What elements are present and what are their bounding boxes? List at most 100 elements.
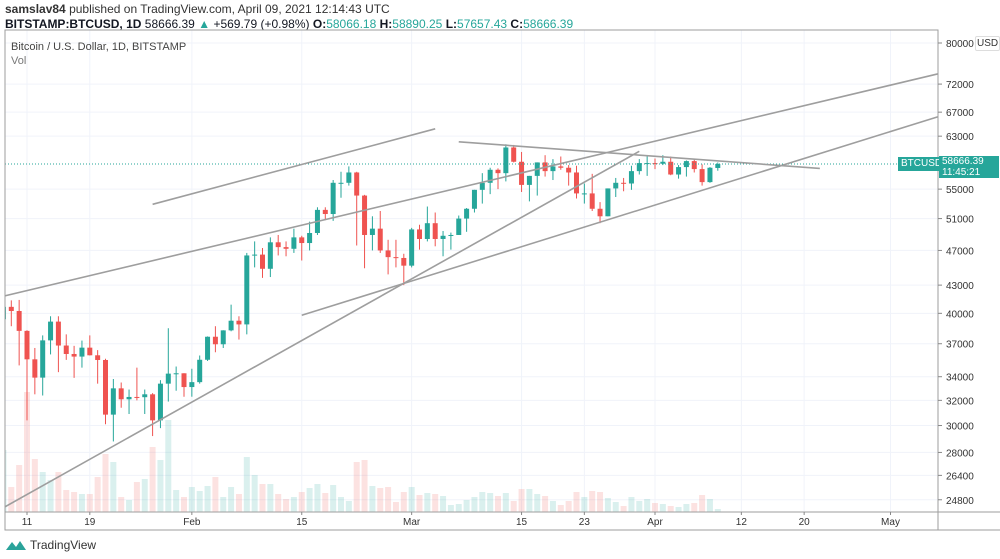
- volume-bar: [220, 497, 227, 512]
- candle-body: [660, 161, 666, 164]
- low-value: 57657.43: [457, 17, 508, 31]
- volume-label: Vol: [11, 55, 27, 67]
- candle-body: [165, 373, 171, 384]
- candle-body: [142, 394, 148, 398]
- price-tag: 58666.39 11:45:21: [939, 156, 999, 178]
- volume-bar: [455, 504, 462, 512]
- publish-info: samslav84 published on TradingView.com, …: [5, 2, 390, 16]
- volume-bar: [581, 497, 588, 512]
- candle-body: [307, 232, 313, 244]
- candle-body: [409, 229, 415, 266]
- candle-body: [362, 195, 368, 235]
- time-tick-label: 19: [84, 517, 96, 528]
- volume-bar: [157, 460, 164, 512]
- candle-body: [79, 347, 85, 357]
- volume-bar: [659, 504, 666, 512]
- volume-bar: [471, 497, 478, 512]
- trend-line: [301, 116, 938, 317]
- candle-body: [456, 218, 462, 235]
- volume-bar: [565, 501, 572, 512]
- volume-bar: [652, 503, 658, 512]
- close-value: 58666.39: [523, 17, 574, 31]
- candle-body: [432, 223, 438, 239]
- candle-body: [87, 347, 93, 356]
- volume-bar: [526, 489, 533, 512]
- volume-bar: [612, 502, 619, 512]
- candle-body: [118, 388, 124, 400]
- symbol: BITSTAMP:BTCUSD, 1D: [5, 17, 142, 31]
- volume-bar: [196, 491, 203, 512]
- candle-body: [566, 167, 572, 173]
- candle-body: [550, 166, 556, 172]
- candle-body: [299, 237, 305, 244]
- volume-bar: [314, 484, 321, 512]
- volume-bar: [706, 499, 713, 512]
- high-value: 58890.25: [392, 17, 443, 31]
- volume-bar: [699, 495, 706, 512]
- candle-body: [40, 340, 46, 378]
- candle-body: [173, 373, 179, 375]
- volume-bar: [518, 489, 525, 512]
- volume-bar: [604, 498, 611, 512]
- volume-bar: [275, 494, 282, 512]
- volume-bar: [573, 492, 580, 512]
- volume-bar: [495, 496, 501, 512]
- volume-bar: [63, 490, 70, 512]
- volume-bar: [432, 494, 439, 512]
- candle-body: [621, 182, 627, 184]
- candle-body: [377, 228, 383, 251]
- volume-bar: [345, 501, 352, 512]
- volume-bar: [361, 460, 368, 512]
- candle-body: [574, 172, 579, 194]
- tradingview-logo[interactable]: TradingView: [5, 538, 96, 552]
- volume-bar: [188, 487, 195, 512]
- price-tick-label: 30000: [946, 422, 974, 433]
- candle-body: [393, 257, 399, 259]
- price-tick-label: 55000: [946, 185, 974, 196]
- candle-body: [236, 320, 242, 325]
- volume-bar: [204, 486, 211, 512]
- price-tick-label: 24800: [946, 496, 974, 507]
- volume-bar: [542, 496, 549, 512]
- price-tick-label: 34000: [946, 373, 974, 384]
- candle-body: [275, 242, 281, 248]
- candle-body: [322, 209, 328, 215]
- candle-body: [283, 247, 289, 249]
- volume-bar: [149, 447, 156, 512]
- price-tag-value: 58666.39: [942, 156, 984, 167]
- candle-body: [181, 373, 187, 388]
- volume-bar: [628, 497, 635, 512]
- candle-body: [8, 306, 14, 311]
- chart-frame: [4, 29, 939, 531]
- volume-bar: [416, 495, 423, 512]
- candle-body: [354, 172, 360, 196]
- volume-bar: [298, 492, 305, 512]
- volume-bar: [133, 482, 140, 512]
- price-tick-label: 72000: [946, 80, 974, 91]
- candle-body: [424, 223, 430, 239]
- author[interactable]: samslav84: [5, 2, 66, 16]
- candle-body: [189, 382, 195, 388]
- volume-bar: [235, 494, 242, 512]
- volume-bar: [228, 487, 235, 512]
- volume-bar: [16, 465, 23, 512]
- volume-bar: [597, 492, 604, 512]
- currency-button[interactable]: USD: [975, 36, 1000, 51]
- open-value: 58066.18: [326, 17, 377, 31]
- volume-bar: [589, 491, 596, 512]
- volume-bar: [636, 501, 643, 512]
- candle-body: [252, 254, 258, 256]
- price-tick-label: 67000: [946, 108, 974, 119]
- candle-body: [628, 171, 634, 184]
- open-label: O:: [312, 17, 327, 31]
- time-tick-label: 11: [22, 517, 33, 528]
- volume-bar: [620, 506, 627, 512]
- candle-body: [385, 250, 391, 258]
- candle-body: [346, 172, 352, 183]
- price-tick-label: 26400: [946, 471, 974, 482]
- volume-bar: [534, 494, 541, 512]
- volume-bar: [141, 479, 148, 512]
- candle-body: [526, 175, 532, 185]
- candle-body: [63, 345, 69, 354]
